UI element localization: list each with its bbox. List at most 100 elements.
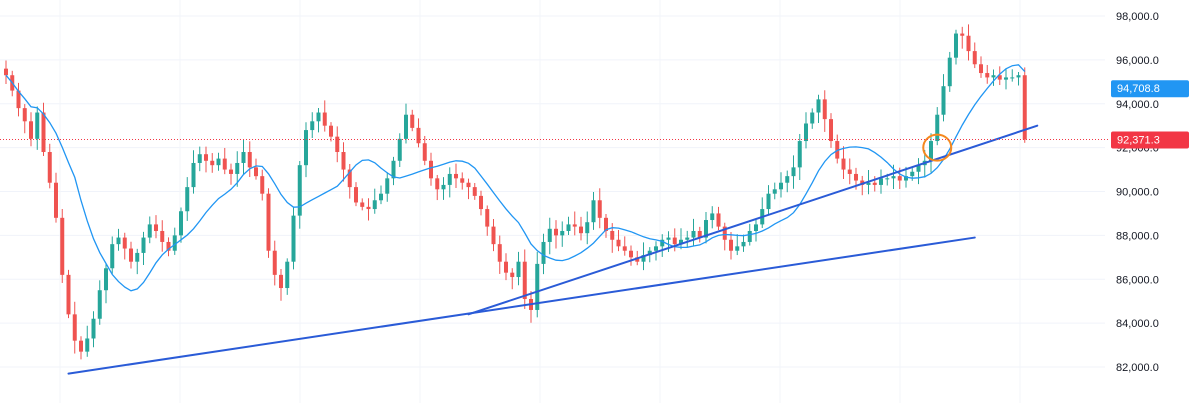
candle-body	[435, 178, 440, 190]
candle	[660, 234, 665, 257]
highlight-circle[interactable]	[922, 133, 953, 162]
candle-body	[579, 226, 583, 234]
candle-body	[622, 246, 627, 251]
candle-body	[541, 241, 546, 264]
candle-body	[704, 220, 708, 238]
candle	[22, 104, 27, 134]
candle	[847, 158, 852, 185]
candle	[560, 221, 565, 247]
candle	[541, 233, 546, 275]
candle	[129, 241, 133, 269]
candle	[197, 146, 202, 172]
candle	[222, 147, 227, 175]
candle	[235, 151, 240, 187]
candle-body	[572, 224, 577, 227]
y-tick-label: 90,000.0	[1116, 187, 1159, 199]
candle	[916, 158, 921, 185]
candle	[391, 156, 396, 186]
badge-background	[1111, 131, 1189, 149]
candle-body	[460, 178, 465, 183]
candle-body	[666, 237, 671, 240]
y-axis[interactable]: 98,000.096,000.094,000.092,000.090,000.0…	[1116, 11, 1159, 374]
candle-body	[204, 154, 208, 161]
candle	[491, 218, 496, 252]
candle-body	[216, 158, 221, 166]
candle	[179, 207, 183, 243]
candle-body	[897, 176, 902, 181]
candle-body	[585, 222, 590, 234]
candle-body	[310, 121, 315, 131]
candle	[354, 182, 358, 207]
candle-body	[241, 152, 246, 163]
candle	[979, 56, 983, 78]
candle-body	[429, 160, 433, 179]
candle	[547, 217, 552, 255]
candle	[154, 215, 158, 239]
candle	[791, 155, 796, 189]
candle-body	[679, 239, 683, 245]
candle	[679, 228, 683, 250]
candle-body	[947, 57, 952, 87]
candle	[829, 113, 833, 148]
badge-label: 92,371.3	[1117, 134, 1160, 146]
candle-body	[554, 228, 558, 236]
candle	[435, 174, 440, 201]
candle-body	[797, 141, 802, 168]
candle-body	[4, 68, 8, 76]
candle-body	[172, 235, 177, 251]
trendlines[interactable]	[67, 124, 1039, 375]
candle	[297, 161, 302, 229]
candle-body	[1022, 75, 1027, 140]
price-badges: 94,708.8 92,371.3	[1111, 80, 1189, 149]
candle-body	[516, 261, 521, 278]
candle	[716, 206, 721, 231]
candle	[322, 100, 327, 132]
candle	[879, 169, 883, 194]
candle-body	[166, 241, 171, 251]
candle-body	[735, 246, 740, 251]
candle	[597, 188, 602, 229]
candle-body	[785, 176, 790, 183]
candle-body	[610, 230, 615, 240]
candle	[247, 141, 252, 177]
candle-body	[35, 112, 40, 139]
candle	[35, 106, 40, 150]
candle	[341, 142, 346, 182]
candle-body	[1004, 77, 1008, 80]
candle-body	[291, 215, 296, 262]
candle	[779, 172, 783, 198]
trendline-2[interactable]	[467, 124, 1039, 316]
candle	[516, 251, 521, 286]
candle-body	[729, 239, 733, 251]
candle-body	[904, 176, 908, 181]
candle	[704, 211, 708, 244]
y-tick-label: 82,000.0	[1116, 362, 1159, 374]
candle	[410, 109, 415, 132]
candle-body	[810, 112, 815, 124]
candle-body	[816, 99, 821, 113]
candle	[966, 24, 971, 61]
trendline-1[interactable]	[67, 236, 976, 375]
candle	[566, 216, 571, 236]
candle-body	[260, 176, 265, 194]
candle	[960, 26, 965, 49]
candle	[229, 163, 233, 185]
candle	[579, 216, 583, 241]
candle	[604, 214, 608, 238]
candle-body	[916, 165, 921, 172]
candle-body	[404, 114, 408, 139]
candle-body	[472, 187, 477, 196]
candle-body	[104, 268, 108, 291]
candle	[397, 133, 402, 168]
candle-body	[672, 237, 677, 245]
candle-body	[185, 187, 190, 212]
candle-body	[804, 123, 808, 142]
candle-body	[197, 154, 202, 163]
candle	[29, 112, 33, 147]
candle-body	[885, 178, 890, 180]
candle-body	[160, 230, 165, 242]
candle-body	[297, 165, 302, 216]
candle-body	[60, 217, 65, 275]
